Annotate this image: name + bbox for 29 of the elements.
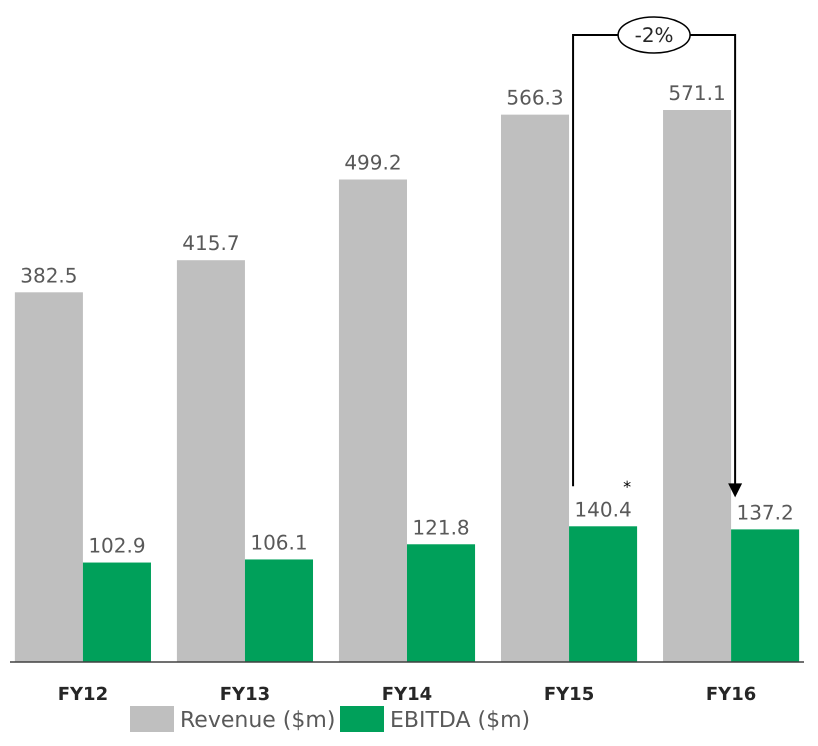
data-label: 499.2	[344, 150, 402, 174]
legend-label: Revenue ($m)	[180, 708, 336, 733]
data-label: 571.1	[668, 81, 726, 105]
x-tick-label: FY14	[382, 684, 432, 705]
data-label: 382.5	[20, 263, 78, 288]
bar	[500, 114, 570, 662]
bar	[731, 529, 800, 662]
x-tick-label: FY15	[544, 684, 594, 705]
data-label: 140.4	[574, 497, 632, 522]
x-tick-label: FY12	[58, 684, 108, 705]
bar	[569, 526, 638, 662]
data-label: 137.2	[736, 500, 794, 524]
text: -2%	[634, 23, 674, 47]
x-tick-label: FY16	[706, 684, 756, 705]
bar	[176, 260, 245, 662]
bar	[82, 562, 151, 662]
bar	[338, 179, 407, 662]
bar	[244, 559, 314, 662]
data-label: 415.7	[182, 231, 240, 256]
bar	[663, 110, 732, 662]
x-tick-label: FY13	[220, 684, 270, 705]
data-label: 121.8	[412, 515, 470, 540]
bar	[14, 292, 83, 662]
legend-label: EBITDA ($m)	[390, 708, 530, 733]
data-label: 102.9	[88, 534, 146, 558]
bar	[407, 544, 476, 662]
data-label: 566.3	[506, 86, 564, 110]
annotation: *	[623, 477, 632, 496]
data-label: 106.1	[250, 530, 308, 554]
